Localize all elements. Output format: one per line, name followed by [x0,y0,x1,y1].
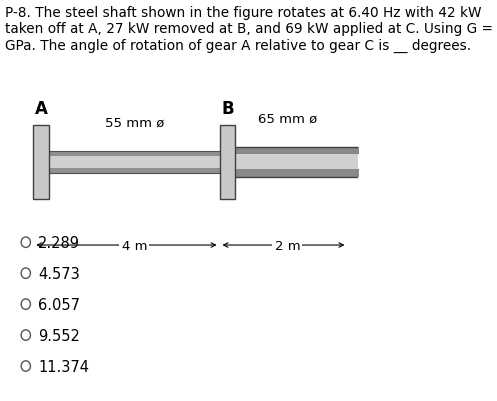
Text: 6.057: 6.057 [38,297,81,312]
Text: P-8. The steel shaft shown in the figure rotates at 6.40 Hz with 42 kW
taken off: P-8. The steel shaft shown in the figure… [5,6,497,53]
Text: 4.573: 4.573 [38,266,80,281]
Text: 55 mm ø: 55 mm ø [104,116,164,129]
Bar [49,151,228,174]
Text: A: A [35,99,48,117]
Text: 4 m: 4 m [122,239,147,252]
Bar [220,126,235,199]
Text: 65 mm ø: 65 mm ø [258,112,317,125]
Text: 9.552: 9.552 [38,328,80,343]
Text: B: B [221,99,234,117]
Text: 2 m: 2 m [275,239,300,252]
Text: 11.374: 11.374 [38,358,89,374]
Bar [228,147,365,178]
Bar [33,126,49,199]
Text: 2.289: 2.289 [38,235,81,250]
